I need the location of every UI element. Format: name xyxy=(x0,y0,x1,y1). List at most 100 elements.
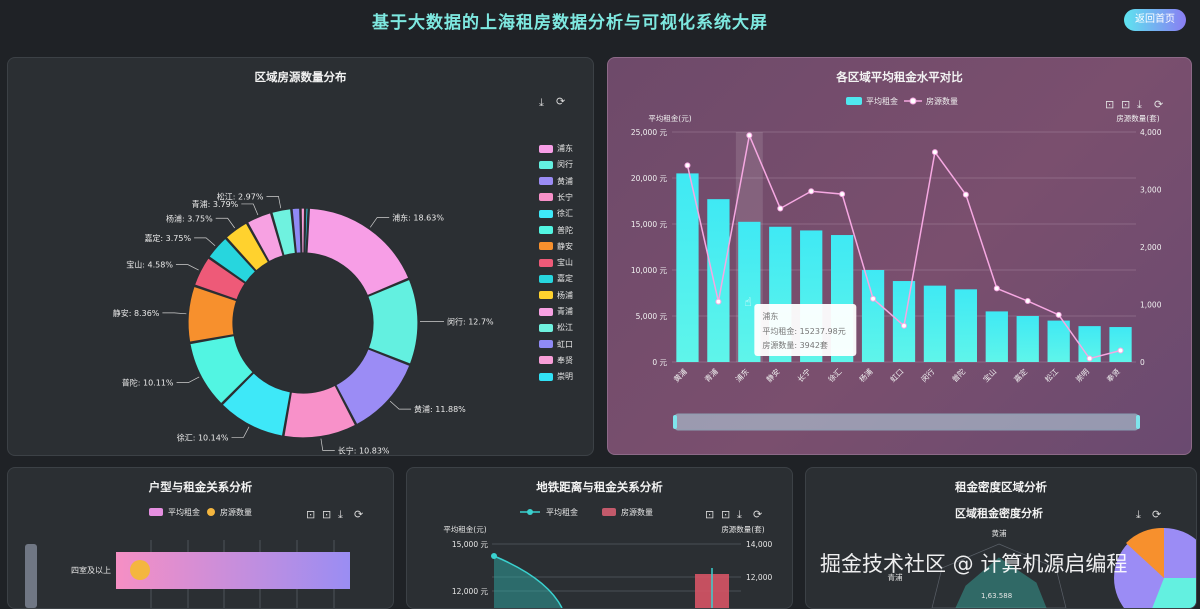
cursor-icon: ☝ xyxy=(744,295,751,309)
pie-label: 普陀: 10.11% xyxy=(122,378,174,388)
watermark: 掘金技术社区 @ 计算机源启编程 xyxy=(820,548,1127,578)
bar-杨浦[interactable] xyxy=(862,270,884,362)
home-button[interactable]: 返回首页 xyxy=(1124,9,1186,31)
pie-label: 徐汇: 10.14% xyxy=(177,432,229,442)
download-icon[interactable]: ⤓ xyxy=(1137,98,1142,111)
download-icon[interactable]: ⤓ xyxy=(737,508,742,521)
download-icon[interactable]: ⤓ xyxy=(338,508,343,521)
y2-tick: 2,000 xyxy=(1140,243,1162,252)
count-point-静安 xyxy=(778,206,783,211)
count-point-普陀 xyxy=(963,192,968,197)
pie-label: 嘉定: 3.75% xyxy=(144,233,191,243)
legend-label: 长宁 xyxy=(557,193,573,202)
legend-item-青浦[interactable]: 青浦 xyxy=(539,306,573,317)
bar-普陀[interactable] xyxy=(955,289,977,362)
legend-item-黄浦[interactable]: 黄浦 xyxy=(539,176,573,187)
x-tick: 松江 xyxy=(1042,366,1060,384)
pie-label-line xyxy=(231,427,249,438)
y2-axis-label: 房源数量(套) xyxy=(1116,113,1159,123)
legend-label: 杨浦 xyxy=(557,291,573,300)
legend-label-rent: 平均租金 xyxy=(866,96,898,106)
legend-item-徐汇[interactable]: 徐汇 xyxy=(539,208,573,219)
x-tick: 长宁 xyxy=(795,366,813,384)
legend-label: 徐汇 xyxy=(557,209,573,218)
legend-swatch-rent xyxy=(149,508,163,516)
legend-item-浦东[interactable]: 浦东 xyxy=(539,143,573,154)
pie-label-line xyxy=(266,196,280,208)
bar-奉贤[interactable] xyxy=(1109,327,1131,362)
count-point-奉贤 xyxy=(1118,348,1123,353)
zoom-icon[interactable]: ⊡ xyxy=(1105,98,1114,111)
pie-label: 静安: 8.36% xyxy=(113,308,160,318)
y-tick: 10,000 元 xyxy=(631,266,668,275)
radar-label: 黄浦 xyxy=(992,528,1007,538)
legend-label: 虹口 xyxy=(557,340,573,349)
x-tick: 杨浦 xyxy=(857,366,875,384)
count-point-浦东 xyxy=(747,133,752,138)
datazoom-slider[interactable] xyxy=(675,414,1138,430)
legend-item-普陀[interactable]: 普陀 xyxy=(539,225,573,236)
legend-item-奉贤[interactable]: 奉贤 xyxy=(539,355,573,366)
x-tick: 虹口 xyxy=(888,367,905,384)
download-icon[interactable]: ⤓ xyxy=(1136,508,1141,521)
zoom-reset-icon[interactable]: ⊡ xyxy=(721,508,730,521)
district-pie-chart: 浦东: 18.63%闵行: 12.7%黄浦: 11.88%长宁: 10.83%徐… xyxy=(8,58,593,455)
pie-label: 浦东: 18.63% xyxy=(392,212,444,222)
legend-item-宝山[interactable]: 宝山 xyxy=(539,257,573,268)
x-tick: 徐汇 xyxy=(826,366,844,384)
x-tick: 青浦 xyxy=(702,366,720,384)
subway-rent-panel: 地铁距离与租金关系分析 平均租金 房源数量 ⊡ ⊡ ⤓ ⟳ 平均租金(元) 房源… xyxy=(406,467,793,609)
y-tick: 20,000 元 xyxy=(631,174,668,183)
rent-area xyxy=(494,556,562,608)
legend-label: 松江 xyxy=(557,323,573,332)
legend-item-杨浦[interactable]: 杨浦 xyxy=(539,290,573,301)
pie-label: 松江: 2.97% xyxy=(217,191,264,201)
density-panel: 租金密度区域分析 区域租金密度分析 ⤓ ⟳ 黄浦 青浦 1,63.588 xyxy=(805,467,1197,609)
density-chart: 区域租金密度分析 ⤓ ⟳ 黄浦 青浦 1,63.588 xyxy=(806,468,1196,608)
scroll-handle[interactable] xyxy=(25,544,37,608)
legend-item-崇明[interactable]: 崇明 xyxy=(539,371,573,382)
zoom-icon[interactable]: ⊡ xyxy=(705,508,714,521)
legend-item-静安[interactable]: 静安 xyxy=(539,241,573,252)
layout-rent-chart: 平均租金 房源数量 ⊡ ⊡ ⤓ ⟳ 四室及以上 xyxy=(8,468,393,608)
zoom-reset-icon[interactable]: ⊡ xyxy=(322,508,331,521)
bar-闵行[interactable] xyxy=(924,286,946,362)
bar-宝山[interactable] xyxy=(986,311,1008,362)
subway-rent-chart: 平均租金 房源数量 ⊡ ⊡ ⤓ ⟳ 平均租金(元) 房源数量(套) 15,000… xyxy=(407,468,792,608)
refresh-icon[interactable]: ⟳ xyxy=(1152,508,1161,521)
legend-label: 闵行 xyxy=(557,160,573,169)
density-subtitle: 区域租金密度分析 xyxy=(955,506,1043,520)
bar-青浦[interactable] xyxy=(707,199,729,362)
datazoom-handle-left[interactable] xyxy=(673,415,677,429)
count-point-嘉定 xyxy=(1025,299,1030,304)
legend-item-松江[interactable]: 松江 xyxy=(539,322,573,333)
y2-tick: 3,000 xyxy=(1140,186,1162,195)
legend-label: 奉贤 xyxy=(557,356,573,365)
refresh-icon[interactable]: ⟳ xyxy=(753,508,762,521)
legend-item-虹口[interactable]: 虹口 xyxy=(539,339,573,350)
x-tick: 崇明 xyxy=(1074,367,1091,384)
refresh-icon[interactable]: ⟳ xyxy=(1154,98,1163,111)
legend-swatch xyxy=(539,340,553,348)
count-point-长宁 xyxy=(809,189,814,194)
refresh-icon[interactable]: ⟳ xyxy=(354,508,363,521)
count-point-松江 xyxy=(1056,312,1061,317)
datazoom-handle-right[interactable] xyxy=(1136,415,1140,429)
legend-item-闵行[interactable]: 闵行 xyxy=(539,159,573,170)
legend-label: 嘉定 xyxy=(557,274,573,283)
zoom-icon[interactable]: ⊡ xyxy=(306,508,315,521)
layout-row-label: 四室及以上 xyxy=(71,565,111,575)
pie-label-line xyxy=(176,265,199,270)
zoom-reset-icon[interactable]: ⊡ xyxy=(1121,98,1130,111)
pie-label: 杨浦: 3.75% xyxy=(166,213,213,223)
pie-label-line xyxy=(162,313,186,314)
layout-rent-panel: 户型与租金关系分析 平均租金 房源数量 ⊡ ⊡ ⤓ ⟳ 四室及以上 xyxy=(7,467,394,609)
y-tick: 25,000 元 xyxy=(631,128,668,137)
layout-bar xyxy=(116,552,350,589)
legend-item-长宁[interactable]: 长宁 xyxy=(539,192,573,203)
count-point-青浦 xyxy=(716,299,721,304)
legend-item-嘉定[interactable]: 嘉定 xyxy=(539,273,573,284)
bar-嘉定[interactable] xyxy=(1017,316,1039,362)
legend-swatch xyxy=(539,226,553,234)
pie-label-line xyxy=(241,204,258,215)
